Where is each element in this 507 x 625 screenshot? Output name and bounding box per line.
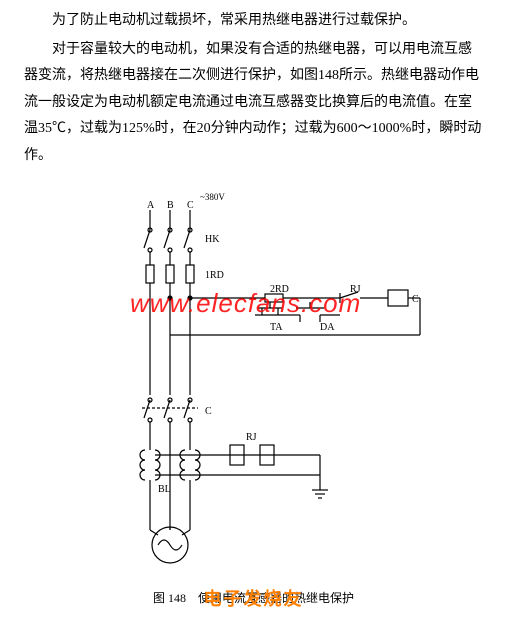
svg-text:B: B bbox=[167, 200, 174, 211]
svg-text:DA: DA bbox=[320, 322, 335, 333]
watermark-url: www.elecfans.com bbox=[130, 288, 361, 319]
svg-text:C: C bbox=[412, 294, 419, 305]
svg-text:C: C bbox=[205, 406, 212, 417]
svg-text:A: A bbox=[147, 200, 155, 211]
paragraph-1: 为了防止电动机过载损坏，常采用热继电器进行过载保护。 bbox=[24, 8, 483, 35]
svg-text:TA: TA bbox=[270, 322, 283, 333]
svg-text:~380V: ~380V bbox=[200, 192, 225, 202]
paragraph-2: 对于容量较大的电动机，如果没有合适的热继电器，可以用电流互感器变流，将热继电器接… bbox=[24, 37, 483, 170]
body-text: 为了防止电动机过载损坏，常采用热继电器进行过载保护。 对于容量较大的电动机，如果… bbox=[0, 0, 507, 170]
svg-text:RJ: RJ bbox=[246, 432, 257, 443]
svg-text:1RD: 1RD bbox=[205, 270, 224, 281]
circuit-diagram: A B C ~380V HK bbox=[0, 190, 507, 570]
svg-text:HK: HK bbox=[205, 234, 220, 245]
watermark-brand: 电子发烧友 bbox=[0, 585, 507, 611]
svg-text:BL: BL bbox=[158, 484, 171, 495]
svg-text:C: C bbox=[187, 200, 194, 211]
